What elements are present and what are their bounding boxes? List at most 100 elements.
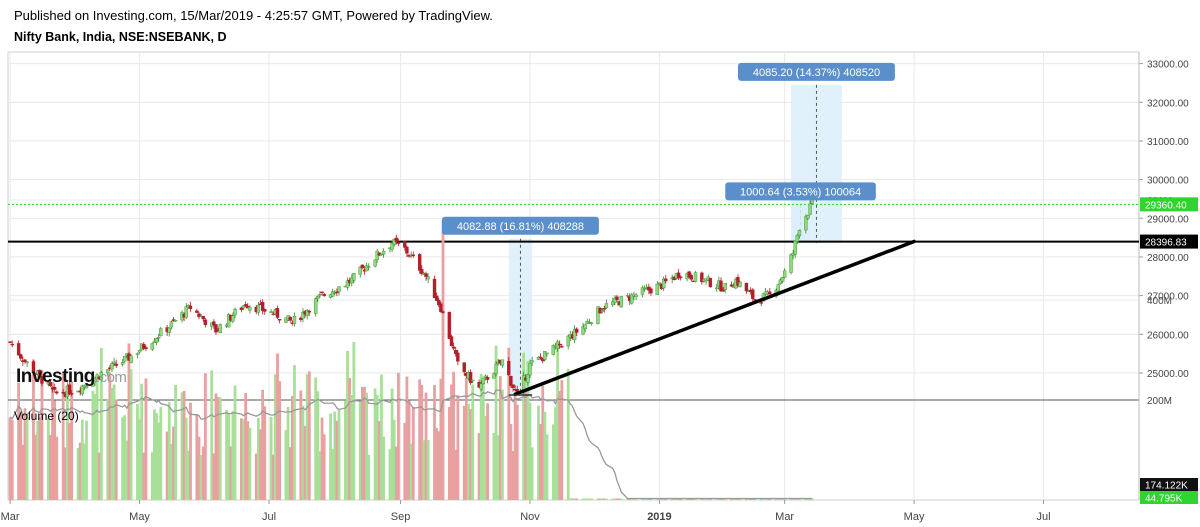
candle-body xyxy=(61,392,65,394)
candle-body xyxy=(600,310,604,312)
volume-bar xyxy=(182,390,186,500)
candle-body xyxy=(447,311,452,339)
candle-body xyxy=(494,364,498,375)
volume-bar xyxy=(677,498,680,500)
volume-bar xyxy=(467,403,470,500)
volume-bar xyxy=(407,400,411,500)
volume-bar xyxy=(660,498,663,500)
candle-body xyxy=(135,353,140,355)
candle-body xyxy=(350,277,354,284)
volume-value-label-box xyxy=(1140,478,1198,491)
volume-bar xyxy=(169,443,173,500)
volume-bar xyxy=(560,380,564,500)
volume-bar xyxy=(394,446,398,500)
candle-body xyxy=(664,278,668,282)
candle-body xyxy=(248,306,252,311)
volume-bar xyxy=(263,406,267,500)
volume-bar xyxy=(507,347,511,500)
volume-bar xyxy=(112,384,116,500)
volume-bar xyxy=(150,452,154,500)
volume-bar xyxy=(626,498,630,500)
candle-body xyxy=(10,343,14,346)
volume-bar xyxy=(271,454,275,500)
candle-body xyxy=(330,291,335,297)
volume-bar xyxy=(40,370,44,500)
current-price-label-box xyxy=(1140,197,1198,212)
volume-bar xyxy=(789,498,793,500)
volume-bar xyxy=(121,417,124,500)
candle-body xyxy=(432,278,437,299)
volume-bar xyxy=(157,422,161,500)
volume-bar xyxy=(704,498,708,500)
volume-bar xyxy=(127,343,131,500)
candle-body xyxy=(239,307,244,310)
volume-bar xyxy=(617,498,621,500)
candle-body xyxy=(456,352,460,362)
volume-bar xyxy=(664,498,668,500)
candle-body xyxy=(260,301,265,311)
volume-bar xyxy=(441,220,445,500)
candle-body xyxy=(84,386,89,389)
volume-bar xyxy=(481,376,485,500)
volume-bar xyxy=(749,498,753,500)
time-tick-label: May xyxy=(129,511,150,523)
volume-bar xyxy=(545,434,549,500)
volume-bar xyxy=(793,498,797,500)
candle-body xyxy=(736,277,740,286)
volume-bar xyxy=(679,498,683,500)
time-tick-label: Jul xyxy=(262,511,276,523)
candle-body xyxy=(468,372,473,383)
support-trend-line xyxy=(513,239,916,396)
candle-body xyxy=(471,379,475,382)
candle-body xyxy=(320,291,324,294)
candle-body xyxy=(615,296,619,300)
candle-body xyxy=(634,294,638,297)
volume-bar xyxy=(571,498,574,500)
volume-bar xyxy=(632,498,636,500)
candle-body xyxy=(721,289,725,292)
candle-body xyxy=(360,264,365,269)
time-tick-label: Nov xyxy=(520,511,540,523)
volume-bar xyxy=(575,498,579,500)
candle-body xyxy=(526,374,530,383)
volume-bar xyxy=(551,424,555,500)
time-tick-label: Mar xyxy=(775,511,794,523)
candle-body xyxy=(233,308,237,316)
candle-body xyxy=(483,375,488,378)
candle-body xyxy=(642,288,647,291)
volume-bar xyxy=(464,378,468,500)
volume-bar xyxy=(189,402,192,500)
volume-bar xyxy=(19,413,23,500)
volume-bar xyxy=(804,498,808,500)
volume-bar xyxy=(405,376,409,500)
candle-body xyxy=(390,242,394,250)
candle-body xyxy=(394,237,399,242)
candle-body xyxy=(381,250,386,255)
measure-label: 1000.64 (3.53%) 100064 xyxy=(740,186,861,198)
volume-bar xyxy=(628,498,632,500)
volume-bar xyxy=(66,385,69,500)
volume-bar xyxy=(808,498,812,500)
volume-bar xyxy=(233,385,237,500)
candle-body xyxy=(335,291,339,294)
candle-body xyxy=(566,335,570,347)
candle-body xyxy=(738,281,742,287)
volume-bar xyxy=(454,449,458,500)
candle-body xyxy=(795,234,800,242)
volume-bar xyxy=(643,498,646,500)
candle-body xyxy=(462,362,466,373)
volume-bar xyxy=(186,450,190,500)
volume-bar xyxy=(276,353,279,500)
volume-bar xyxy=(335,420,339,500)
volume-bar xyxy=(649,498,653,500)
volume-bar xyxy=(511,450,515,500)
volume-bar xyxy=(343,400,347,500)
volume-bar xyxy=(420,385,424,500)
volume-bar xyxy=(452,371,456,500)
volume-bar xyxy=(61,373,65,500)
volume-bar xyxy=(672,498,676,500)
candle-body xyxy=(91,382,95,387)
volume-bar xyxy=(403,422,407,500)
candle-body xyxy=(481,378,486,385)
